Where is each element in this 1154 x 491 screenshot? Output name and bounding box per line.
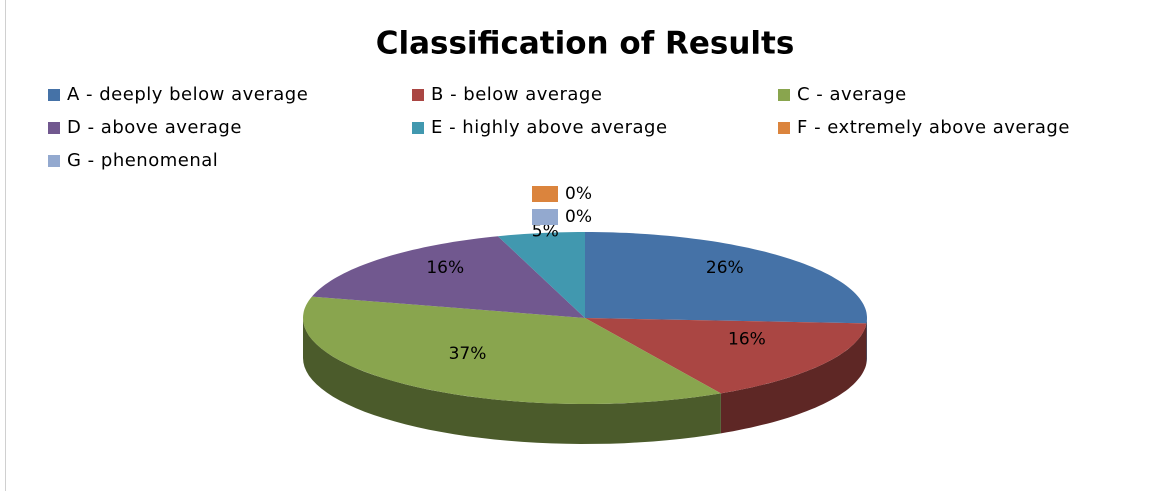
legend-swatch: [412, 122, 424, 134]
legend-swatch: [778, 89, 790, 101]
pie-side: [720, 323, 867, 434]
data-label: 16%: [728, 329, 766, 349]
data-label-key: [532, 186, 558, 202]
legend-label: A - deeply below average: [67, 84, 308, 105]
legend-swatch: [48, 155, 60, 167]
legend-label: F - extremely above average: [797, 117, 1070, 138]
legend-swatch: [48, 122, 60, 134]
pie-slice: [585, 232, 867, 324]
pie-slice: [311, 236, 585, 318]
legend-swatch: [778, 122, 790, 134]
legend-swatch: [412, 89, 424, 101]
data-label-key: [532, 209, 558, 225]
legend-label: B - below average: [431, 84, 602, 105]
pie-tops: [303, 232, 867, 404]
legend-swatch: [48, 89, 60, 101]
legend-label: E - highly above average: [431, 117, 668, 138]
chart-title: Classification of Results: [376, 26, 795, 62]
data-label: 0%: [565, 184, 592, 204]
data-label: 0%: [565, 207, 592, 227]
pie-side: [303, 318, 721, 444]
pie-sides: [303, 318, 867, 444]
pie-slice: [303, 296, 721, 404]
pie-slice: [497, 232, 585, 318]
data-label: 37%: [449, 344, 487, 364]
pie-slice: [585, 318, 867, 394]
legend-label: C - average: [797, 84, 907, 105]
legend-label: D - above average: [67, 117, 242, 138]
legend-label: G - phenomenal: [67, 150, 218, 171]
data-label: 26%: [706, 258, 744, 278]
data-label: 5%: [532, 222, 559, 242]
pie-side: [866, 318, 867, 364]
data-label: 16%: [426, 258, 464, 278]
